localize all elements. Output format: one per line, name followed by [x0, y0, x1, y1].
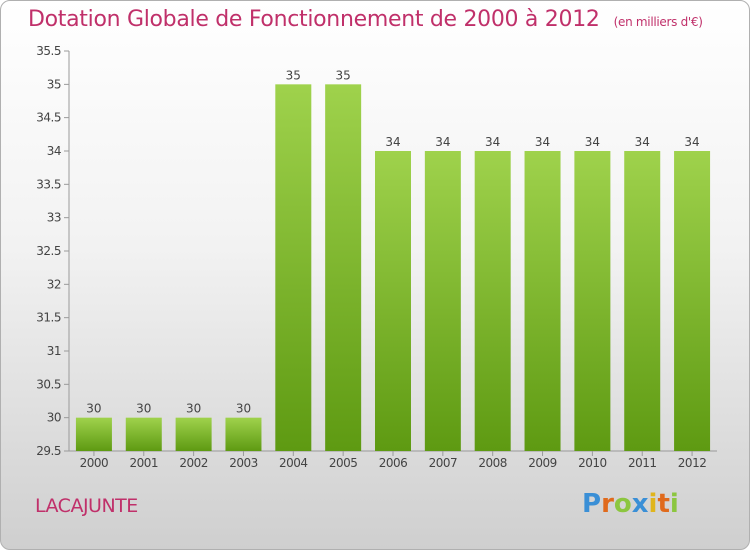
bar-value-label: 34 — [585, 135, 600, 149]
bar — [175, 417, 212, 451]
y-tick-label: 30.5 — [36, 377, 61, 391]
bar — [574, 151, 611, 451]
x-tick-label: 2005 — [329, 456, 358, 470]
y-tick-label: 35 — [47, 77, 61, 91]
bar — [125, 417, 162, 451]
logo-letter: i — [669, 489, 679, 519]
proxiti-logo[interactable]: Proxiti — [582, 489, 679, 519]
bar-value-label: 30 — [236, 402, 251, 416]
bar — [325, 84, 362, 451]
bar — [275, 84, 312, 451]
bar — [524, 151, 561, 451]
bar — [474, 151, 511, 451]
y-tick-label: 32 — [47, 277, 61, 291]
bar-value-label: 30 — [136, 402, 151, 416]
bar — [424, 151, 461, 451]
logo-letter: P — [582, 489, 602, 519]
commune-name: LACAJUNTE — [35, 495, 138, 517]
x-tick-label: 2007 — [429, 456, 458, 470]
bar — [674, 151, 711, 451]
x-tick-label: 2002 — [179, 456, 208, 470]
logo-letter: x — [631, 489, 649, 519]
chart-unit: (en milliers d'€) — [613, 15, 703, 29]
x-tick-label: 2009 — [528, 456, 557, 470]
chart-title-text: Dotation Globale de Fonctionnement de 20… — [28, 7, 600, 32]
bar — [624, 151, 661, 451]
x-tick-label: 2008 — [478, 456, 507, 470]
bar-value-label: 34 — [385, 135, 400, 149]
bar-value-label: 35 — [336, 68, 351, 82]
x-tick-label: 2004 — [279, 456, 308, 470]
bar-value-label: 34 — [435, 135, 450, 149]
x-tick-label: 2001 — [129, 456, 158, 470]
logo-letter: t — [657, 489, 670, 519]
x-tick-label: 2012 — [678, 456, 707, 470]
x-tick-label: 2000 — [80, 456, 109, 470]
bar-value-label: 34 — [485, 135, 500, 149]
bar — [75, 417, 112, 451]
bar-value-label: 30 — [186, 402, 201, 416]
y-tick-label: 31 — [47, 344, 61, 358]
bar-value-label: 35 — [286, 68, 301, 82]
bar-value-label: 30 — [86, 402, 101, 416]
y-tick-label: 30 — [47, 411, 61, 425]
logo-letter: i — [648, 489, 658, 519]
y-tick-label: 32.5 — [36, 244, 61, 258]
x-tick-label: 2011 — [628, 456, 657, 470]
bar-value-label: 34 — [684, 135, 699, 149]
bar-value-label: 34 — [635, 135, 650, 149]
y-tick-label: 31.5 — [36, 311, 61, 325]
y-tick-label: 35.5 — [36, 44, 61, 58]
x-tick-label: 2010 — [578, 456, 607, 470]
y-tick-label: 29.5 — [36, 444, 61, 458]
logo-letter: o — [613, 489, 632, 519]
x-tick-label: 2006 — [379, 456, 408, 470]
bar — [225, 417, 262, 451]
bar-value-label: 34 — [535, 135, 550, 149]
y-tick-label: 34 — [47, 144, 61, 158]
y-tick-label: 33 — [47, 211, 61, 225]
y-tick-label: 33.5 — [36, 177, 61, 191]
chart-title: Dotation Globale de Fonctionnement de 20… — [28, 7, 703, 32]
bar — [375, 151, 411, 451]
y-tick-label: 34.5 — [36, 111, 61, 125]
logo-letter: r — [601, 489, 614, 519]
x-tick-label: 2003 — [229, 456, 258, 470]
